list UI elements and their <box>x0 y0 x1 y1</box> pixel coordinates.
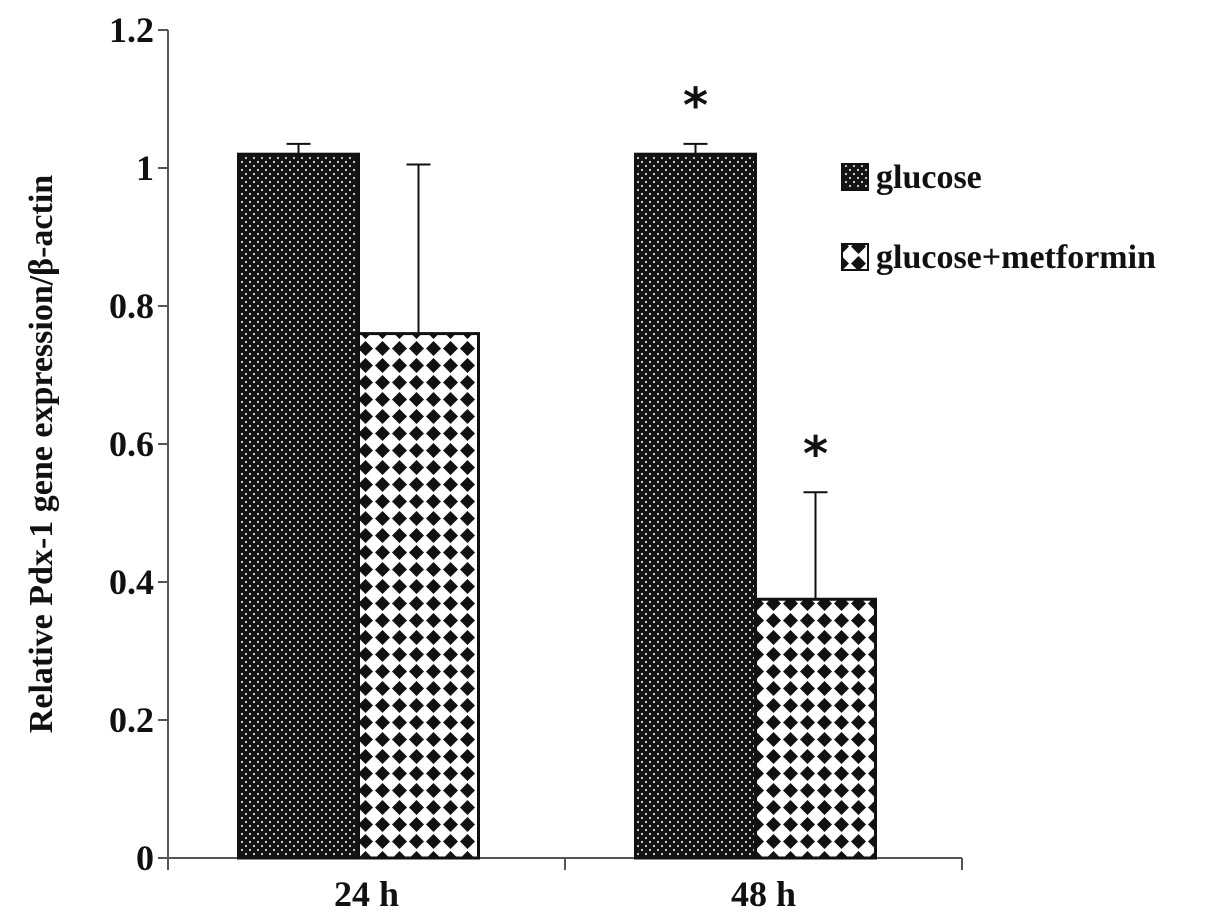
y-tick-label: 0.4 <box>109 562 154 602</box>
bar-glucose-24-h <box>237 152 360 860</box>
significance-marker: * <box>803 426 828 482</box>
legend: glucose glucose+metformin <box>841 159 1156 276</box>
y-tick-label: 0.2 <box>109 700 154 740</box>
legend-swatch <box>841 163 869 191</box>
x-tick-label: 24 h <box>334 874 399 914</box>
bar-glucose-48-h <box>634 152 757 860</box>
bar-glucose-metformin-24-h <box>357 332 480 860</box>
legend-label: glucose <box>876 159 982 196</box>
labels: 0 0.2 0.4 0.6 0.8 1 1.2 Relative Pdx-1 gene exp… <box>23 10 828 914</box>
legend-label: glucose+metformin <box>876 239 1156 276</box>
y-axis-title: Relative Pdx-1 gene expression/β-actin <box>23 175 60 733</box>
legend-swatch <box>841 243 869 271</box>
y-tick-label: 1.2 <box>109 10 154 50</box>
y-tick-label: 0.6 <box>109 424 154 464</box>
bar-glucose-metformin-48-h <box>754 597 877 860</box>
x-tick-label: 48 h <box>731 874 796 914</box>
y-tick-label: 1 <box>136 148 154 188</box>
y-tick-label: 0.8 <box>109 286 154 326</box>
bars <box>237 142 877 860</box>
significance-marker: * <box>683 78 708 134</box>
y-tick-label: 0 <box>136 838 154 878</box>
